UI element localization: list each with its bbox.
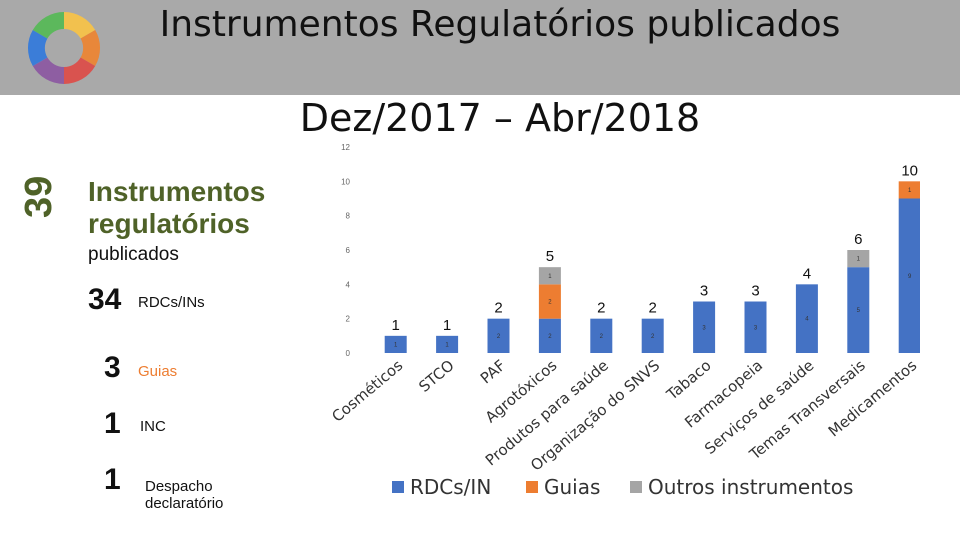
segment-label-0-10: 9 <box>908 274 912 280</box>
color-wheel-logo-icon <box>27 11 101 85</box>
y-tick-label-0: 0 <box>346 349 351 358</box>
bar-total-label-4: 2 <box>597 300 605 317</box>
bar-segment-1-3 <box>538 284 561 319</box>
bar-total-label-10: 10 <box>901 162 918 179</box>
segment-label-2-9: 1 <box>857 257 861 263</box>
y-tick-label-5: 10 <box>341 177 350 186</box>
bar-total-label-5: 2 <box>649 300 657 317</box>
bar-total-label-3: 5 <box>546 248 554 265</box>
x-category-label-10: Medicamentos <box>825 356 920 440</box>
bar-segment-0-2 <box>487 318 510 353</box>
segment-label-0-8: 4 <box>805 317 809 323</box>
page-title: Instrumentos Regulatórios publicados <box>159 4 841 45</box>
segment-label-0-0: 1 <box>394 342 398 348</box>
segment-label-0-9: 5 <box>857 308 861 314</box>
count-label-guias: Guias <box>138 363 178 380</box>
y-tick-label-3: 6 <box>346 246 351 255</box>
segment-label-0-7: 3 <box>754 325 758 331</box>
bar-total-label-8: 4 <box>803 265 811 282</box>
segment-label-0-3: 2 <box>548 334 552 340</box>
count-label-rdc: RDCs/INs <box>138 294 205 311</box>
page-subtitle: Dez/2017 – Abr/2018 <box>299 96 701 140</box>
segment-label-1-10: 1 <box>908 188 912 194</box>
total-instruments-number: 39 <box>18 175 60 218</box>
bar-segment-0-6 <box>693 301 716 353</box>
x-category-label-1: STCO <box>415 356 457 396</box>
segment-label-2-3: 1 <box>548 274 552 280</box>
segment-label-0-5: 2 <box>651 334 655 340</box>
segment-label-0-2: 2 <box>497 334 501 340</box>
bar-segment-2-3 <box>538 267 561 285</box>
legend-label-outros: Outros instrumentos <box>648 475 854 499</box>
bar-segment-0-7 <box>744 301 767 353</box>
legend-swatch-guias <box>526 481 538 493</box>
bar-total-label-7: 3 <box>751 283 759 300</box>
legend-swatch-outros <box>630 481 642 493</box>
count-value-inc: 1 <box>104 407 121 440</box>
bar-total-label-0: 1 <box>392 317 400 334</box>
summary-subheading: publicados <box>88 244 179 265</box>
segment-label-0-6: 3 <box>702 325 706 331</box>
bar-segment-1-10 <box>898 181 920 199</box>
header-bar <box>0 0 960 95</box>
stacked-bar-chart: 02468101211Cosméticos11STCO22PAF2215Agro… <box>328 143 920 470</box>
segment-label-1-3: 2 <box>548 300 552 306</box>
count-label-despacho: Despacho declaratório <box>145 478 224 512</box>
bar-total-label-1: 1 <box>443 317 451 334</box>
x-category-label-0: Cosméticos <box>328 356 406 426</box>
count-value-rdc: 34 <box>88 283 122 316</box>
y-tick-label-6: 12 <box>341 143 350 152</box>
y-tick-label-1: 2 <box>346 315 351 324</box>
bar-segment-0-3 <box>538 318 561 353</box>
count-value-despacho: 1 <box>104 463 121 496</box>
bar-segment-0-1 <box>436 335 459 353</box>
count-value-guias: 3 <box>104 351 121 384</box>
bar-segment-0-10 <box>898 198 920 353</box>
segment-label-0-4: 2 <box>600 334 604 340</box>
bar-total-label-9: 6 <box>854 231 862 248</box>
legend-label-guias: Guias <box>544 475 601 499</box>
chart-legend: RDCs/IN Guias Outros instrumentos <box>392 474 912 500</box>
bar-segment-0-9 <box>847 267 870 353</box>
bar-segment-2-9 <box>847 250 870 268</box>
x-category-label-2: PAF <box>477 356 509 387</box>
y-tick-label-4: 8 <box>346 212 351 221</box>
y-tick-label-2: 4 <box>346 280 351 289</box>
count-label-inc: INC <box>140 418 166 435</box>
bar-segment-0-8 <box>795 284 818 353</box>
bar-segment-0-5 <box>641 318 664 353</box>
segment-label-0-1: 1 <box>445 342 449 348</box>
legend-label-rdc: RDCs/IN <box>410 475 492 499</box>
summary-heading: Instrumentos regulatórios <box>88 176 266 239</box>
bar-segment-0-4 <box>590 318 613 353</box>
bar-segment-0-0 <box>384 335 407 353</box>
bar-total-label-2: 2 <box>494 300 502 317</box>
legend-swatch-rdc <box>392 481 404 493</box>
bar-total-label-6: 3 <box>700 283 708 300</box>
